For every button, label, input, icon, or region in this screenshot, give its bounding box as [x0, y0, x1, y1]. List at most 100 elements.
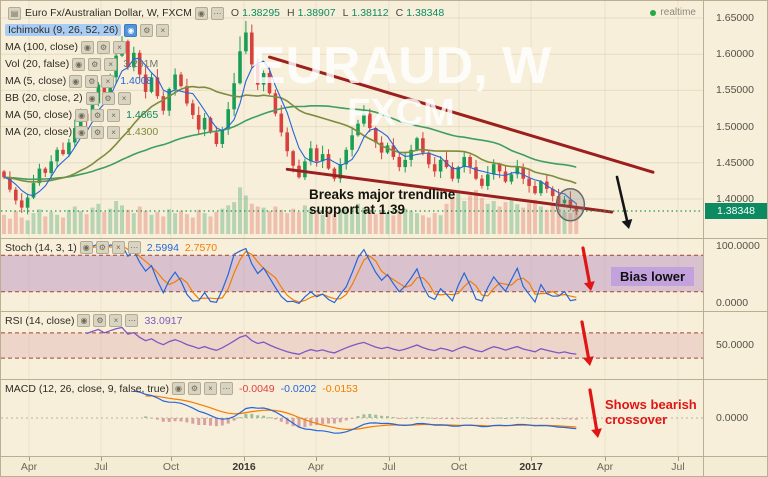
volume-bars — [2, 187, 579, 235]
indicator-axis-label: 0.0000 — [716, 297, 749, 309]
eye-icon[interactable]: ◉ — [124, 23, 138, 37]
rsi-canvas[interactable] — [1, 312, 703, 379]
eye-icon[interactable]: ◉ — [85, 91, 99, 105]
eye-icon[interactable]: ◉ — [75, 108, 89, 122]
panel-separator[interactable] — [1, 379, 767, 380]
bias-lower-annotation[interactable]: Bias lower — [611, 267, 695, 286]
time-tick — [316, 457, 317, 461]
time-axis-label: Jul — [382, 461, 396, 473]
stochastic-canvas[interactable] — [1, 239, 703, 311]
breakdown-arrow-annotation[interactable] — [615, 175, 633, 229]
main-price-panel[interactable]: EURAUD, W FXCM ▤ Euro Fx/Australian Dolla… — [1, 1, 703, 238]
time-axis-label: 2017 — [519, 461, 543, 473]
panel-separator[interactable] — [1, 238, 767, 239]
indicator-value: 1.4008 — [120, 75, 153, 87]
settings-icon[interactable]: ⚙ — [101, 91, 115, 105]
indicator-label[interactable]: BB (20, close, 2) — [5, 92, 83, 104]
indicator-label[interactable]: Vol (20, false) — [5, 58, 70, 70]
indicator-label[interactable]: RSI (14, close) — [5, 314, 75, 327]
settings-icon[interactable]: ⚙ — [85, 74, 99, 88]
panel-separator[interactable] — [1, 311, 767, 312]
close-icon[interactable]: × — [109, 314, 123, 327]
eye-icon[interactable]: ◉ — [171, 382, 185, 395]
eye-icon[interactable]: ◉ — [79, 241, 93, 254]
symbol-title[interactable]: Euro Fx/Australian Dollar, W, FXCM — [25, 7, 192, 19]
eye-icon[interactable]: ◉ — [75, 125, 89, 139]
time-tick — [244, 457, 245, 461]
indicator-value: 2.7570 — [184, 241, 218, 254]
indicator-label[interactable]: Stoch (14, 3, 1) — [5, 241, 77, 254]
indicator-axis-label: 100.0000 — [716, 240, 760, 252]
close-icon[interactable]: × — [107, 108, 121, 122]
indicator-label[interactable]: Ichimoku (9, 26, 52, 26) — [5, 24, 122, 36]
stochastic-panel[interactable]: Stoch (14, 3, 1) ◉ ⚙ × ⋯ 2.5994 2.7570 Bias lo… — [1, 239, 703, 311]
down-arrow-annotation[interactable] — [581, 246, 595, 291]
time-axis-label: Jul — [671, 461, 685, 473]
stoch-k-line — [80, 243, 577, 305]
close-icon[interactable]: × — [156, 23, 170, 37]
close-icon[interactable]: × — [101, 74, 115, 88]
indicator-label[interactable]: MA (20, close) — [5, 126, 73, 138]
time-axis-label: Oct — [162, 461, 180, 473]
time-axis-label: Apr — [596, 461, 614, 473]
settings-icon[interactable]: ⚙ — [91, 108, 105, 122]
settings-icon[interactable]: ⚙ — [95, 241, 109, 254]
settings-icon[interactable]: ⚙ — [140, 23, 154, 37]
eye-icon[interactable]: ◉ — [69, 74, 83, 88]
time-tick — [29, 457, 30, 461]
macd-canvas[interactable] — [1, 380, 703, 456]
more-icon[interactable]: ⋯ — [210, 6, 224, 20]
time-axis-label: Oct — [450, 461, 468, 473]
price-axis[interactable]: 1.65000 1.60000 1.55000 1.50000 1.45000 1.400… — [704, 1, 767, 476]
indicator-label[interactable]: MA (100, close) — [5, 41, 78, 53]
time-tick — [678, 457, 679, 461]
breakdown-circle-annotation[interactable] — [555, 188, 586, 222]
close-icon[interactable]: × — [111, 241, 125, 254]
macd-legend: MACD (12, 26, close, 9, false, true) ◉ ⚙ × ⋯… — [5, 382, 358, 395]
time-axis[interactable]: Apr Jul Oct 2016 Apr Jul Oct 2017 Apr Jul — [1, 457, 767, 476]
indicator-label[interactable]: MA (50, close) — [5, 109, 73, 121]
close-icon[interactable]: × — [117, 91, 131, 105]
bearish-crossover-annotation[interactable]: Shows bearish crossover — [605, 397, 697, 427]
indicator-label[interactable]: MA (5, close) — [5, 75, 67, 87]
eye-icon[interactable]: ◉ — [194, 6, 208, 20]
indicator-legend-row: MA (20, close) ◉ ⚙ × 1.4300 — [5, 124, 444, 140]
more-icon[interactable]: ⋯ — [219, 382, 233, 395]
macd-line — [133, 390, 577, 434]
indicator-value: 33.0917 — [144, 314, 183, 327]
more-icon[interactable]: ⋯ — [127, 241, 141, 254]
down-arrow-annotation[interactable] — [588, 388, 602, 438]
settings-icon[interactable]: ⚙ — [187, 382, 201, 395]
time-tick — [101, 457, 102, 461]
trendline-break-annotation[interactable]: Breaks major trendline support at 1.39 — [309, 187, 456, 218]
rsi-panel[interactable]: RSI (14, close) ◉ ⚙ × ⋯ 33.0917 — [1, 312, 703, 379]
time-tick — [605, 457, 606, 461]
indicator-value: -0.0049 — [238, 382, 275, 395]
close-icon[interactable]: × — [107, 125, 121, 139]
eye-icon[interactable]: ◉ — [80, 40, 94, 54]
indicator-legend-row: MA (5, close) ◉ ⚙ × 1.4008 — [5, 73, 444, 89]
indicator-legend-row: Ichimoku (9, 26, 52, 26) ◉ ⚙ × — [5, 22, 444, 38]
settings-icon[interactable]: ⚙ — [88, 57, 102, 71]
trendline-drawings[interactable] — [268, 55, 655, 214]
eye-icon[interactable]: ◉ — [72, 57, 86, 71]
close-icon[interactable]: × — [203, 382, 217, 395]
rsi-legend: RSI (14, close) ◉ ⚙ × ⋯ 33.0917 — [5, 314, 182, 327]
settings-icon[interactable]: ⚙ — [93, 314, 107, 327]
settings-icon[interactable]: ⚙ — [96, 40, 110, 54]
indicator-value: 3.261M — [123, 58, 159, 70]
ohlc-value: 1.38348 — [406, 7, 445, 19]
more-icon[interactable]: ⋯ — [125, 314, 139, 327]
close-icon[interactable]: × — [112, 40, 126, 54]
indicator-label[interactable]: MACD (12, 26, close, 9, false, true) — [5, 382, 169, 395]
macd-panel[interactable]: MACD (12, 26, close, 9, false, true) ◉ ⚙ × ⋯… — [1, 380, 703, 456]
chart-icon[interactable]: ▤ — [8, 6, 21, 20]
indicator-legend-row: Vol (20, false) ◉ ⚙ × 3.261M — [5, 56, 444, 72]
ohlc-label: H — [287, 7, 295, 19]
panel-separator — [1, 456, 767, 457]
down-arrow-annotation[interactable] — [580, 320, 594, 366]
close-icon[interactable]: × — [104, 57, 118, 71]
settings-icon[interactable]: ⚙ — [91, 125, 105, 139]
time-tick — [171, 457, 172, 461]
eye-icon[interactable]: ◉ — [77, 314, 91, 327]
